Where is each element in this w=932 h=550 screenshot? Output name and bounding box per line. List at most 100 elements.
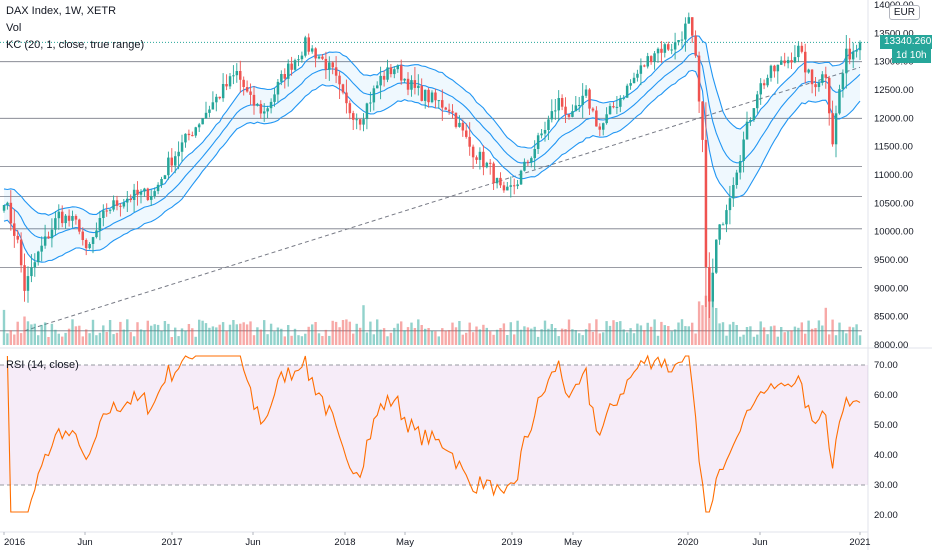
volume-bar bbox=[800, 322, 803, 345]
volume-bar bbox=[273, 331, 276, 345]
volume-bar bbox=[177, 336, 180, 345]
volume-bar bbox=[420, 325, 423, 345]
candle-body bbox=[88, 244, 91, 249]
price-tick-label: 11000.00 bbox=[874, 170, 913, 181]
candle-body bbox=[557, 98, 560, 111]
candle-body bbox=[156, 184, 160, 192]
time-tick-label: 2020 bbox=[677, 537, 698, 548]
candle-body bbox=[670, 49, 673, 51]
candle-body bbox=[81, 231, 84, 240]
volume-bar bbox=[434, 331, 437, 345]
candle-body bbox=[78, 219, 81, 232]
candle-body bbox=[276, 81, 280, 95]
volume-bar bbox=[413, 328, 417, 345]
volume-bar bbox=[540, 329, 543, 345]
volume-bar bbox=[598, 333, 601, 345]
rsi-tick-label: 20.00 bbox=[874, 510, 898, 521]
volume-bar bbox=[194, 336, 197, 345]
candle-body bbox=[595, 110, 598, 127]
candle-body bbox=[728, 198, 732, 211]
volume-bar bbox=[187, 324, 191, 345]
volume-bar bbox=[629, 328, 632, 345]
volume-bar bbox=[156, 324, 160, 345]
candle-body bbox=[43, 236, 47, 246]
volume-bar bbox=[776, 336, 779, 345]
candle-body bbox=[762, 83, 766, 86]
candle-body bbox=[646, 56, 649, 67]
candle-body bbox=[400, 65, 403, 81]
candle-body bbox=[139, 191, 143, 195]
volume-bar bbox=[804, 333, 807, 345]
volume-bar bbox=[478, 329, 482, 345]
candle-body bbox=[358, 119, 362, 125]
volume-bar bbox=[817, 320, 821, 345]
candle-body bbox=[204, 112, 208, 119]
candle-body bbox=[287, 63, 290, 79]
candle-body bbox=[636, 73, 639, 78]
volume-bar bbox=[858, 335, 862, 345]
candle-body bbox=[574, 105, 578, 112]
candle-body bbox=[300, 55, 304, 60]
volume-bar bbox=[321, 336, 324, 345]
candle-body bbox=[321, 56, 324, 59]
price-tick-label: 8500.00 bbox=[874, 312, 908, 323]
volume-bar bbox=[797, 327, 800, 345]
volume-bar bbox=[249, 321, 252, 345]
volume-bar bbox=[293, 328, 297, 345]
volume-bar bbox=[300, 336, 304, 345]
candle-body bbox=[458, 122, 461, 127]
candle-body bbox=[560, 98, 564, 107]
volume-bar bbox=[218, 324, 221, 345]
candle-body bbox=[512, 185, 516, 187]
volume-bar bbox=[571, 329, 574, 345]
volume-bar bbox=[215, 327, 218, 345]
candle-body bbox=[680, 39, 684, 41]
candle-body bbox=[653, 53, 656, 62]
volume-bar bbox=[848, 326, 851, 345]
candle-body bbox=[293, 60, 297, 70]
candle-body bbox=[550, 111, 554, 120]
volume-bar bbox=[673, 329, 677, 345]
price-tick-label: 12000.00 bbox=[874, 113, 914, 124]
candle-body bbox=[2, 205, 6, 211]
volume-bar bbox=[362, 305, 365, 345]
candle-body bbox=[310, 48, 314, 52]
candle-body bbox=[622, 97, 625, 99]
volume-bar bbox=[810, 328, 814, 345]
volume-bar bbox=[256, 327, 259, 345]
price-tick-label: 10500.00 bbox=[874, 198, 914, 209]
volume-bar bbox=[266, 334, 269, 345]
candle-body bbox=[800, 45, 804, 52]
candle-body bbox=[211, 102, 215, 110]
currency-badge[interactable]: EUR bbox=[888, 5, 920, 20]
candle-body bbox=[715, 239, 718, 273]
candle-body bbox=[444, 107, 447, 110]
volume-bar bbox=[2, 309, 6, 345]
volume-bar bbox=[718, 323, 721, 345]
candle-body bbox=[348, 103, 352, 114]
candle-body bbox=[629, 83, 632, 86]
volume-bar bbox=[581, 335, 584, 345]
price-tick-label: 11500.00 bbox=[874, 142, 913, 153]
volume-bar bbox=[280, 328, 283, 345]
candle-body bbox=[598, 126, 601, 130]
candle-body bbox=[677, 40, 680, 43]
volume-bar bbox=[485, 327, 488, 345]
volume-bar bbox=[646, 322, 649, 345]
candle-body bbox=[410, 80, 413, 90]
candle-body bbox=[673, 42, 677, 50]
candle-body bbox=[242, 79, 245, 87]
volume-bar bbox=[304, 333, 307, 345]
candle-body bbox=[721, 224, 725, 226]
candle-body bbox=[773, 65, 776, 72]
countdown-badge: 1d 10h bbox=[892, 49, 931, 64]
candle-body bbox=[461, 122, 465, 131]
candle-body bbox=[851, 51, 855, 60]
volume-bar bbox=[468, 322, 471, 345]
candle-body bbox=[810, 69, 814, 85]
candle-body bbox=[379, 75, 382, 86]
candle-body bbox=[112, 200, 115, 210]
volume-bar bbox=[112, 334, 115, 345]
volume-bar bbox=[143, 330, 146, 345]
